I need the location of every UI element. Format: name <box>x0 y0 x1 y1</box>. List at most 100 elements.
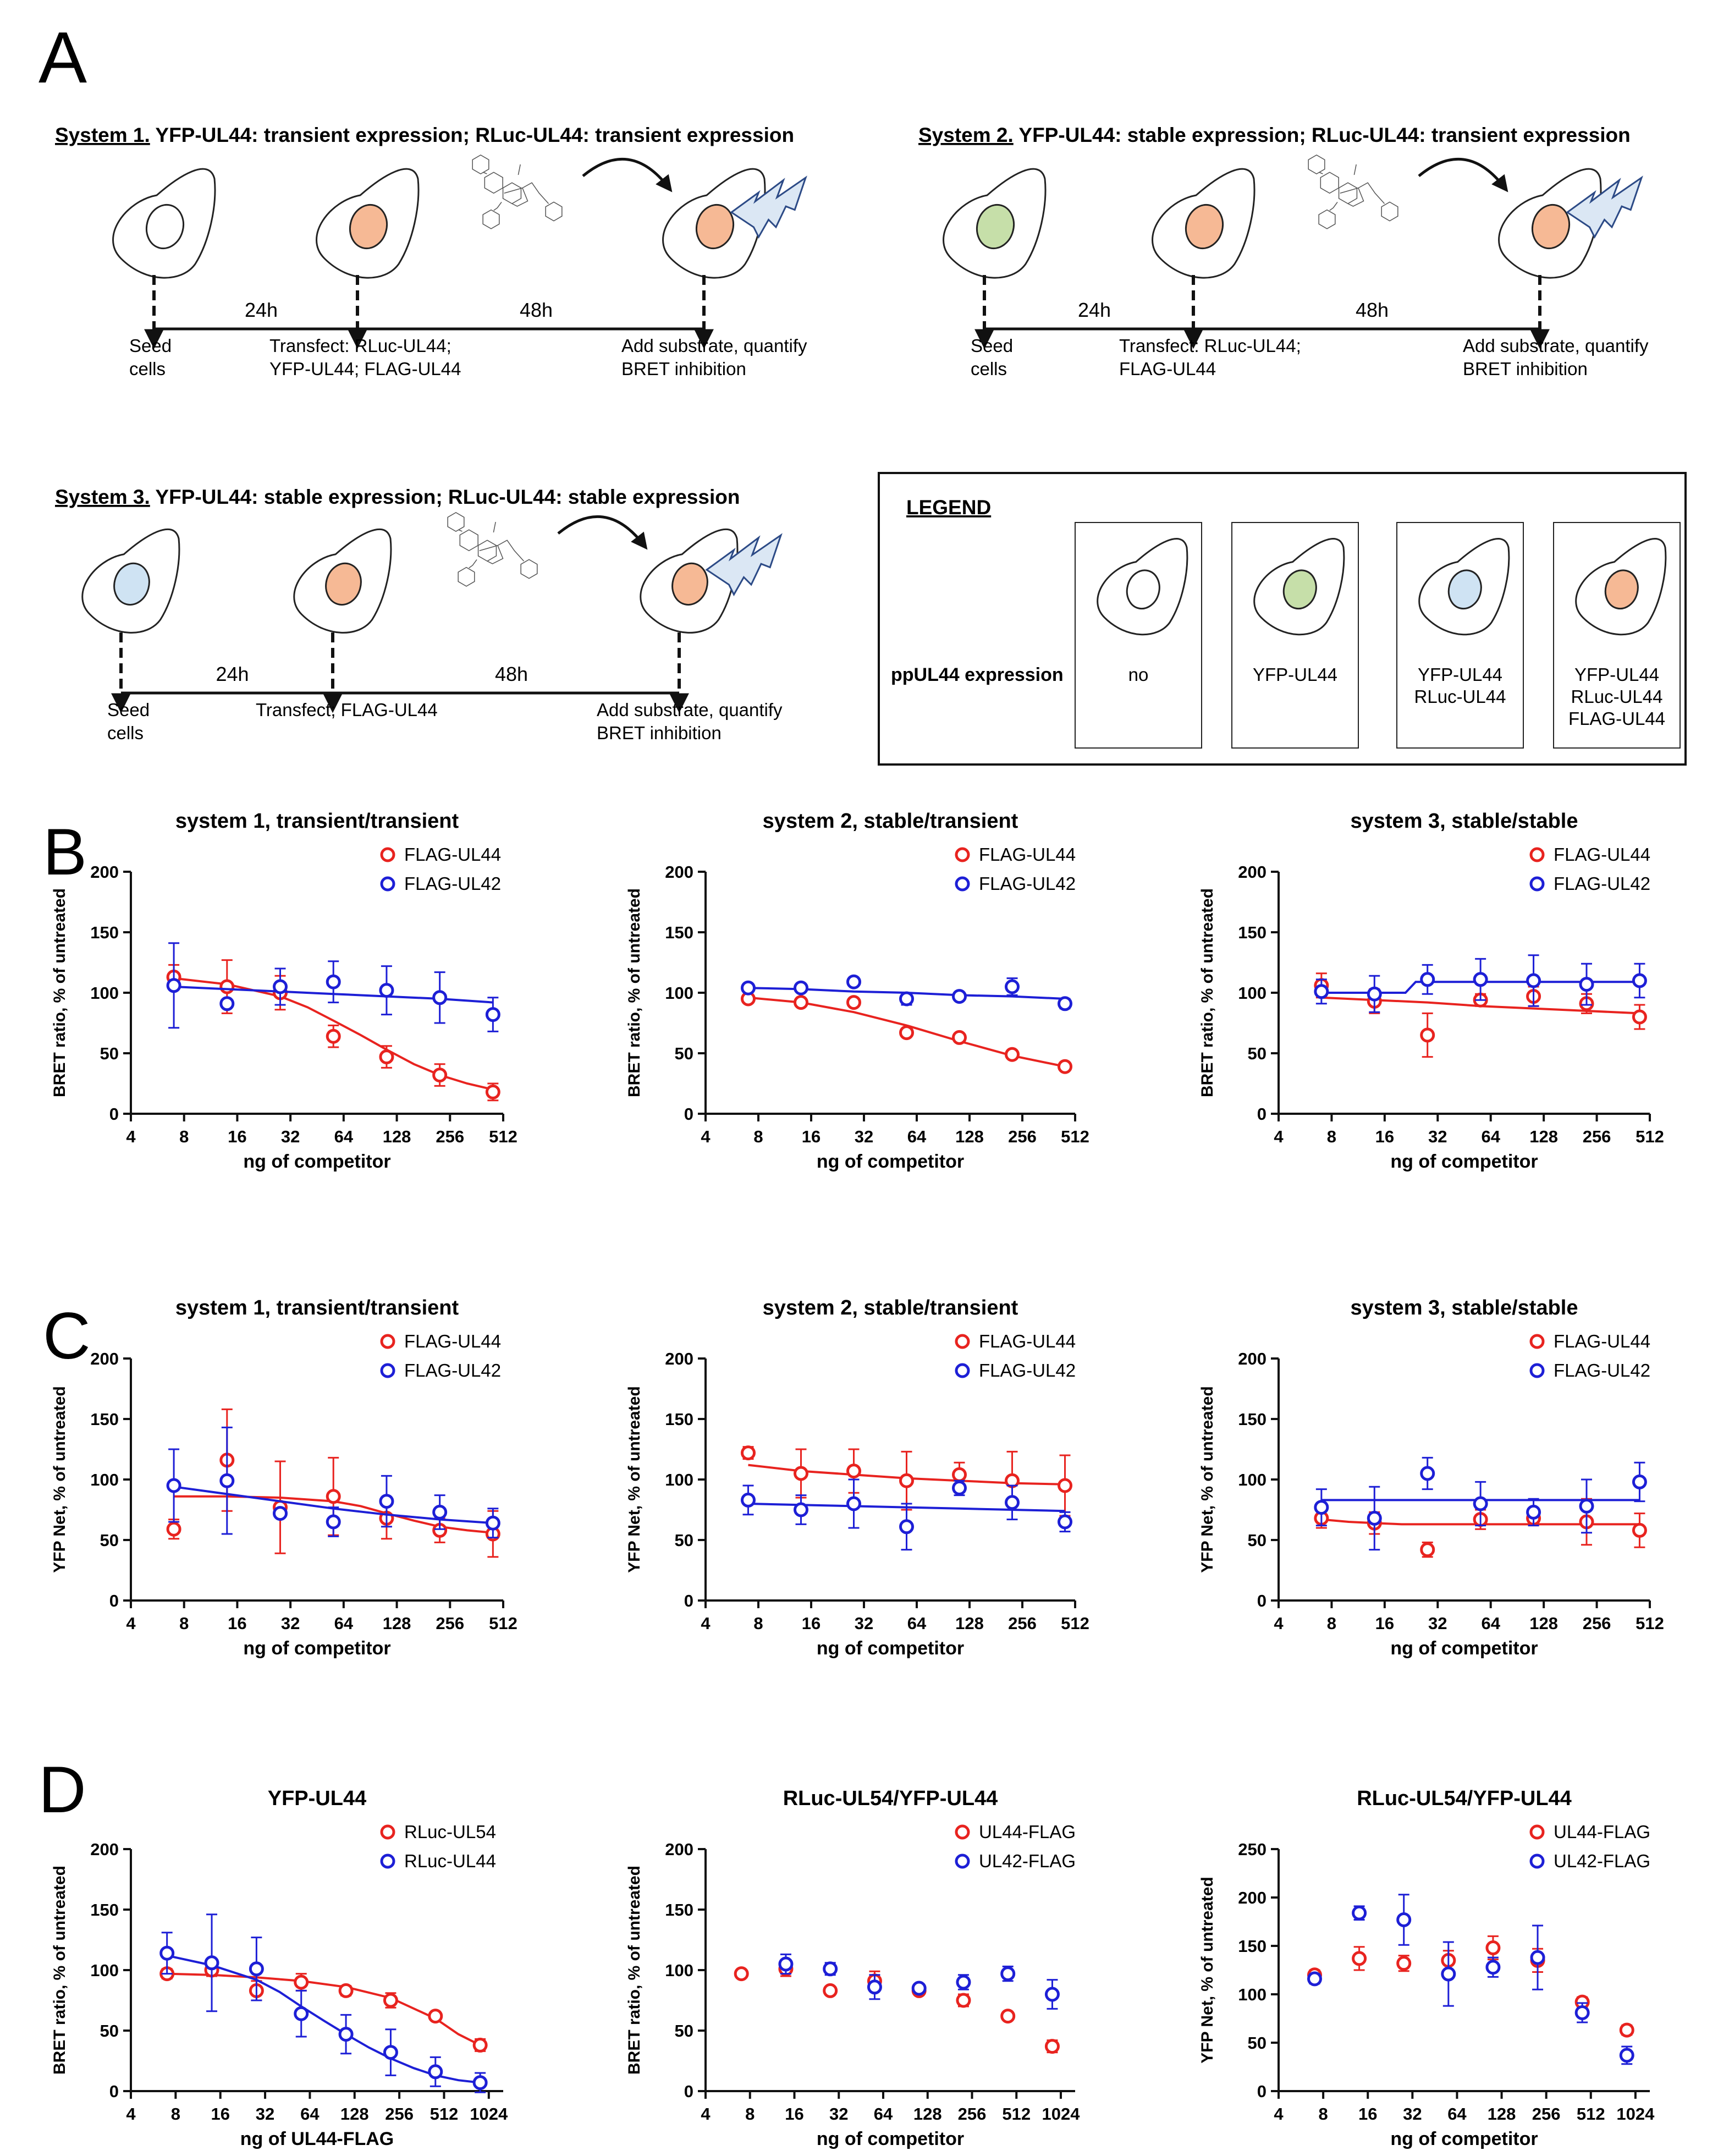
data-point <box>1314 984 1329 999</box>
molecule-ring <box>1318 209 1336 229</box>
x-tick-label: 16 <box>1375 1127 1394 1146</box>
data-point <box>741 1492 756 1508</box>
chart-title: system 3, stable/stable <box>1351 1296 1578 1319</box>
panel-letter-a: A <box>38 17 87 98</box>
data-point <box>952 989 967 1004</box>
data-point <box>273 979 288 994</box>
x-axis-label: ng of competitor <box>817 1151 964 1172</box>
data-point <box>159 1945 175 1961</box>
data-point <box>1005 1495 1020 1510</box>
x-tick-label: 64 <box>334 1614 354 1633</box>
data-point <box>432 1504 448 1520</box>
x-tick-label: 32 <box>855 1614 873 1633</box>
legend-marker <box>380 847 395 862</box>
molecule-bond <box>493 521 496 533</box>
x-tick-label: 8 <box>179 1127 189 1146</box>
legend-row-label: ppUL44 expression <box>891 664 1064 685</box>
x-tick-label: 32 <box>281 1127 300 1146</box>
legend-marker <box>380 1334 395 1349</box>
molecule-bond <box>1319 172 1323 174</box>
chart-title: RLuc-UL54/YFP-UL44 <box>783 1787 998 1810</box>
legend-item-label: YFP-UL44 <box>1574 664 1659 685</box>
bolt-icon <box>1566 175 1643 239</box>
x-tick-label: 256 <box>436 1127 464 1146</box>
legend-marker <box>380 1363 395 1378</box>
x-tick-label: 16 <box>802 1127 821 1146</box>
x-axis-label: ng of competitor <box>1390 1151 1538 1172</box>
series-rluc-ul44: RLuc-UL44 <box>159 1851 496 2093</box>
molecule-ring <box>520 559 538 579</box>
legend-marker <box>380 876 395 892</box>
y-axis-label: YFP Net, % of untreated <box>625 1386 643 1573</box>
data-point <box>956 1993 971 2008</box>
y-tick-label: 50 <box>100 2021 119 2041</box>
data-point <box>428 2064 443 2080</box>
data-point <box>485 1007 500 1022</box>
x-tick-label: 512 <box>1577 2104 1605 2124</box>
x-axis-label: ng of competitor <box>1390 1638 1538 1659</box>
data-point <box>326 1028 341 1044</box>
y-axis-label: BRET ratio, % of untreated <box>51 888 69 1097</box>
legend-marker <box>955 1363 970 1378</box>
cell-nucleus <box>1604 569 1639 610</box>
data-point <box>1473 972 1488 987</box>
y-tick-label: 100 <box>665 1961 693 1980</box>
data-point <box>1058 1514 1073 1530</box>
cell-nucleus <box>113 562 150 606</box>
step-label: Transfect: RLuc-UL44; <box>1119 336 1301 356</box>
legend-label: UL42-FLAG <box>979 1851 1076 1871</box>
x-tick-label: 1024 <box>470 2104 508 2124</box>
data-point <box>219 1473 235 1488</box>
data-point <box>383 2045 398 2060</box>
data-point <box>794 1466 809 1481</box>
data-point <box>219 979 235 994</box>
interval-label: 24h <box>1078 299 1111 321</box>
y-tick-label: 250 <box>1238 1840 1267 1859</box>
cell-nucleus <box>1126 569 1160 610</box>
molecule-bond <box>1340 187 1364 207</box>
step-label: cells <box>971 359 1007 379</box>
data-point <box>1526 1504 1541 1520</box>
x-tick-label: 256 <box>436 1614 464 1633</box>
data-point <box>432 1068 448 1083</box>
step-label: cells <box>129 359 166 379</box>
system-title: System 1. YFP-UL44: transient expression… <box>55 124 794 146</box>
data-point <box>383 1993 398 2008</box>
cell-diagram <box>112 168 216 279</box>
reaction-arrow <box>557 515 648 550</box>
x-axis-label: ng of competitor <box>1390 2128 1538 2149</box>
molecule-ring <box>459 529 478 552</box>
legend-marker <box>955 847 970 862</box>
legend-marker <box>1529 1854 1545 1869</box>
legend-label: FLAG-UL42 <box>979 873 1076 894</box>
legend-label: UL44-FLAG <box>979 1822 1076 1842</box>
cell-diagram <box>1152 168 1256 279</box>
y-tick-label: 0 <box>1257 2082 1267 2101</box>
series-flag-ul42: FLAG-UL42 <box>1314 1360 1650 1551</box>
legend-label: FLAG-UL42 <box>404 1360 501 1380</box>
step-label: BRET inhibition <box>1463 359 1588 379</box>
y-tick-label: 0 <box>109 2082 119 2101</box>
legend-label: UL42-FLAG <box>1554 1851 1650 1871</box>
y-tick-label: 50 <box>675 1044 693 1063</box>
y-axis-label: BRET ratio, % of untreated <box>51 1866 69 2075</box>
x-tick-label: 256 <box>385 2104 414 2124</box>
legend-marker <box>1529 847 1545 862</box>
x-tick-label: 8 <box>753 1614 763 1633</box>
x-tick-label: 4 <box>1274 1614 1284 1633</box>
legend-cell <box>1253 538 1345 636</box>
step-label: Transfect: RLuc-UL44; <box>269 336 451 356</box>
legend-label: FLAG-UL42 <box>1554 873 1650 894</box>
legend-label: FLAG-UL44 <box>404 844 501 865</box>
system-schematics: System 1. YFP-UL44: transient expression… <box>55 124 1649 743</box>
legend-item-frame <box>1396 522 1524 749</box>
data-point <box>823 1983 838 1998</box>
data-point <box>273 1506 288 1521</box>
legend-label: FLAG-UL44 <box>404 1331 501 1351</box>
x-tick-label: 256 <box>1583 1614 1611 1633</box>
legend-marker <box>955 1824 970 1840</box>
x-tick-label: 256 <box>1008 1614 1037 1633</box>
data-point <box>1420 1542 1435 1558</box>
x-tick-label: 4 <box>701 2104 711 2124</box>
data-point <box>166 1478 181 1493</box>
